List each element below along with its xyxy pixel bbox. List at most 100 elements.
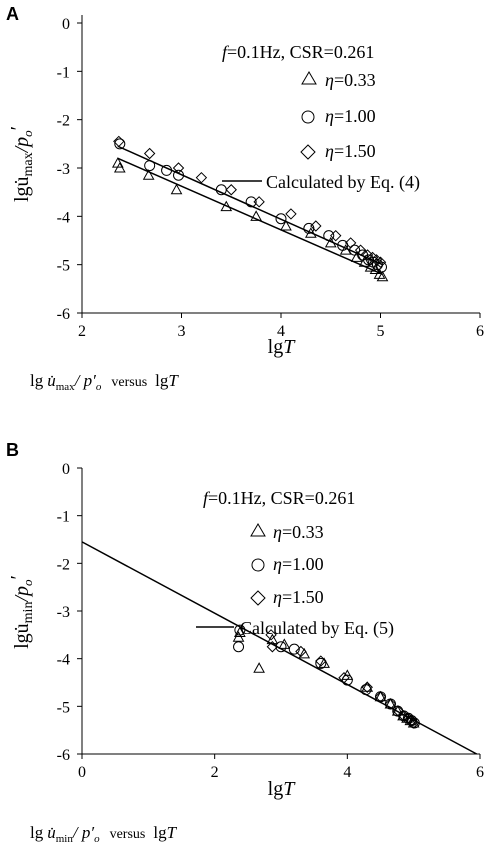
y-tick-label: -2 xyxy=(57,113,70,130)
diamond-point xyxy=(361,681,373,693)
circle-point xyxy=(323,230,335,242)
circle-point xyxy=(234,624,246,636)
x-tick-label: 6 xyxy=(476,323,484,340)
ylabel-sub: max xyxy=(21,152,36,176)
fit-line xyxy=(117,157,383,276)
y-axis-label: lgu̇min/po′ xyxy=(7,575,36,649)
diamond-point xyxy=(195,171,208,184)
diamond-point xyxy=(344,237,357,249)
triangle-point xyxy=(298,647,311,659)
legend-item: η=1.00 xyxy=(273,554,324,574)
triangle-point xyxy=(374,690,387,702)
diamond-point xyxy=(225,184,237,196)
triangle-marker-icon xyxy=(301,71,317,85)
panel-letter: B xyxy=(6,440,19,460)
triangle-point xyxy=(305,227,317,238)
triangle-marker-icon xyxy=(250,523,266,537)
triangle-point xyxy=(170,183,183,195)
tick-group: 0 -1 -2 -3 -4 -5 -6 2 3 4 5 6 xyxy=(57,16,484,340)
x-tick-label: 5 xyxy=(377,323,385,340)
x-tick-label: 0 xyxy=(78,764,86,781)
ylabel-tail: /p xyxy=(11,137,33,154)
y-tick-label: -4 xyxy=(57,652,70,669)
svg-text:lgu̇max/po′: lgu̇max/po′ xyxy=(7,126,36,202)
x-tick-label: 4 xyxy=(343,764,351,781)
diamond-point xyxy=(338,672,350,684)
circle-marker-icon xyxy=(301,110,315,124)
circle-marker-icon xyxy=(251,558,265,572)
y-tick-label: -4 xyxy=(57,209,70,226)
ylabel-sub2: o xyxy=(20,130,35,137)
y-tick-label: -5 xyxy=(57,699,70,716)
triangle-point xyxy=(113,161,126,173)
ylabel-tail: /p xyxy=(11,586,33,603)
diamond-point xyxy=(374,691,387,703)
legend-line-label: Calculated by Eq. (5) xyxy=(240,618,394,639)
legend-item: η=0.33 xyxy=(273,522,324,542)
circle-point xyxy=(245,196,257,208)
triangle-point xyxy=(358,256,371,267)
diamond-point xyxy=(315,655,327,667)
x-tick-label: 2 xyxy=(78,323,86,340)
triangle-point xyxy=(142,169,155,180)
y-tick-label: -6 xyxy=(57,747,70,764)
diamond-marker-icon xyxy=(250,590,266,606)
diamond-point xyxy=(295,645,307,658)
legend-item: η=1.00 xyxy=(325,106,376,126)
data-points xyxy=(232,624,420,729)
panel-a: A 0 -1 -2 -3 -4 -5 -6 2 3 4 5 6 lgu̇max/po′ lgT f=0… xyxy=(6,4,484,393)
diamond-point xyxy=(143,147,156,160)
triangle-point xyxy=(350,251,363,262)
y-tick-label: -6 xyxy=(57,306,70,323)
legend: f=0.1Hz, CSR=0.261 η=0.33 η=1.00 η=1.50 … xyxy=(196,488,394,639)
diamond-point xyxy=(266,641,279,653)
svg-text:lgu̇min/po′: lgu̇min/po′ xyxy=(7,575,36,649)
circle-point xyxy=(275,213,287,225)
legend: f=0.1Hz, CSR=0.261 η=0.33 η=1.00 η=1.50 … xyxy=(222,42,420,193)
circle-point xyxy=(349,244,361,256)
ylabel-prime: ′ xyxy=(7,126,29,130)
ylabel-main: lgu̇ xyxy=(11,623,33,649)
y-tick-label: 0 xyxy=(62,461,70,478)
triangle-point xyxy=(339,244,352,255)
legend-header: f=0.1Hz, CSR=0.261 xyxy=(222,42,374,62)
triangle-point xyxy=(369,263,382,274)
circle-point xyxy=(275,641,287,653)
triangle-point xyxy=(324,236,337,248)
panel-letter: A xyxy=(6,4,19,24)
x-tick-label: 4 xyxy=(277,323,285,340)
x-axis-label: lgT xyxy=(268,778,297,800)
triangle-point xyxy=(253,662,265,673)
diamond-point xyxy=(361,249,374,261)
x-axis-label: lgT xyxy=(268,336,297,358)
circle-point xyxy=(363,254,375,266)
diamond-point xyxy=(330,229,342,242)
panel-b: B 0 -1 -2 -3 -4 -5 -6 0 2 4 6 lgu̇min/po′ lgT f=0.… xyxy=(6,440,484,845)
legend-item: η=1.50 xyxy=(325,141,376,161)
y-tick-label: -2 xyxy=(57,556,70,573)
y-tick-label: -1 xyxy=(57,64,70,81)
legend-line-label: Calculated by Eq. (4) xyxy=(266,172,420,193)
legend-item: η=1.50 xyxy=(273,587,324,607)
legend-header: f=0.1Hz, CSR=0.261 xyxy=(203,488,355,508)
y-tick-label: 0 xyxy=(62,16,70,33)
circle-point xyxy=(233,641,245,653)
triangle-point xyxy=(278,638,291,649)
diamond-point xyxy=(407,717,420,729)
diamond-point xyxy=(285,208,297,220)
y-tick-label: -3 xyxy=(57,161,70,178)
legend-item: η=0.33 xyxy=(325,70,376,90)
circle-point xyxy=(360,684,372,696)
x-tick-label: 2 xyxy=(211,764,219,781)
circle-point xyxy=(315,657,327,669)
triangle-point xyxy=(220,200,233,212)
diamond-point xyxy=(172,162,185,174)
circle-point xyxy=(375,261,387,273)
ylabel-sub: min xyxy=(21,602,36,624)
circle-point xyxy=(114,138,126,150)
fit-line xyxy=(117,145,383,266)
diamond-marker-icon xyxy=(300,144,316,160)
circle-point xyxy=(161,164,173,176)
data-points xyxy=(111,135,389,282)
circle-point xyxy=(288,643,300,655)
